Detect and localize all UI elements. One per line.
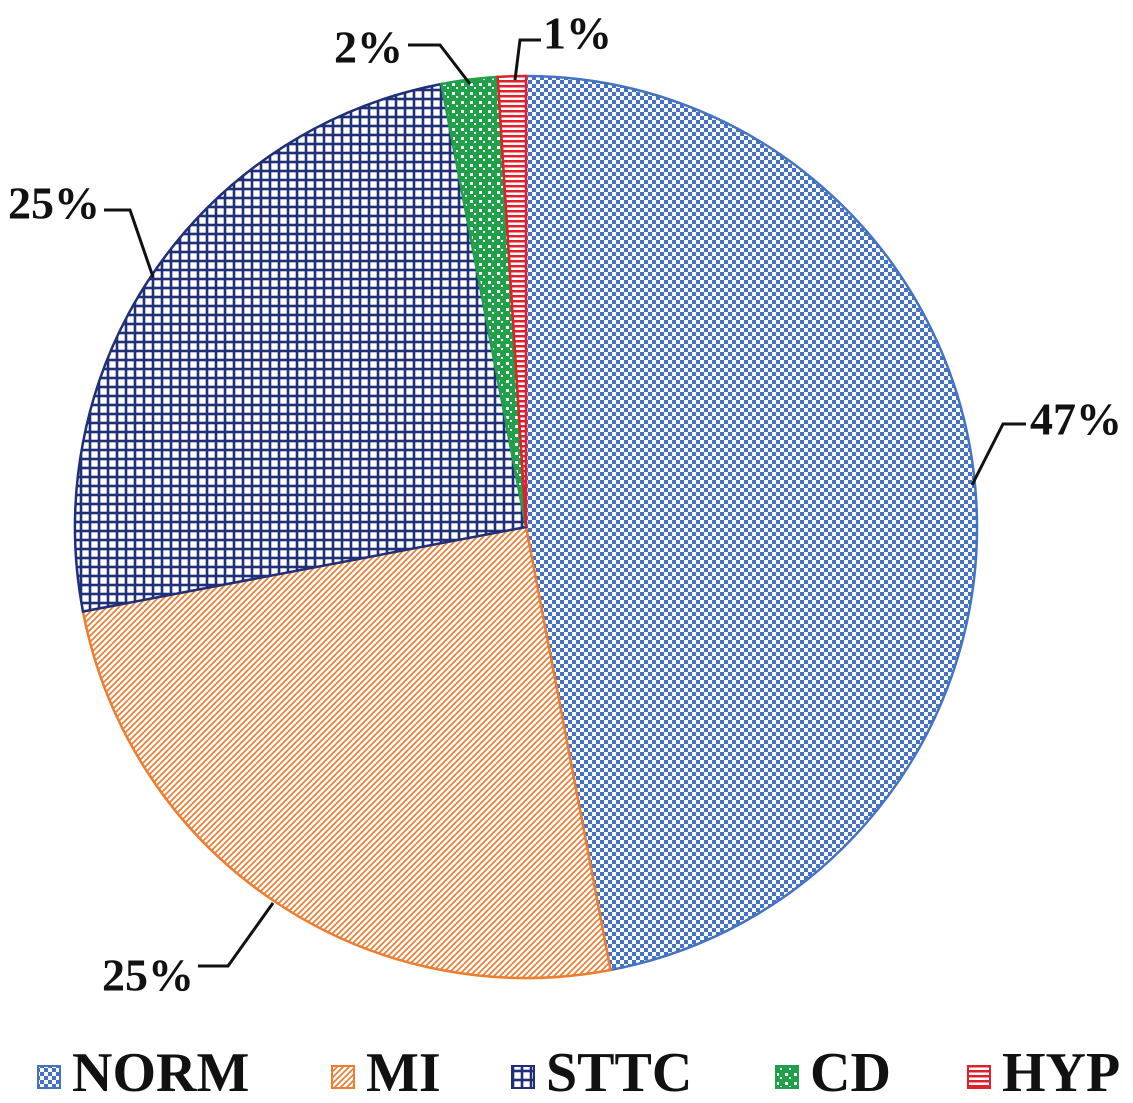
leader-lines (104, 38, 1026, 968)
leader-line-hyp (513, 38, 541, 81)
legend-item-sttc: STTC (511, 1042, 692, 1103)
legend-label-sttc: STTC (546, 1042, 692, 1103)
legend-swatch-sttc (511, 1065, 535, 1089)
legend-item-mi: MI (331, 1042, 441, 1103)
legend-swatch-norm (37, 1065, 61, 1089)
pie-slice-norm (524, 74, 979, 972)
pie-slice-mi (81, 525, 612, 980)
legend-swatch-hyp (967, 1065, 991, 1089)
leader-line-norm (970, 422, 1026, 486)
pie-slice-hyp (496, 74, 528, 528)
legend-swatch-cd (775, 1065, 799, 1089)
legend-label-mi: MI (366, 1042, 441, 1103)
data-labels: 47% 25% 25% 2% 1% (8, 8, 1122, 1001)
legend-item-norm: NORM (37, 1042, 249, 1103)
data-label-norm: 47% (1030, 394, 1122, 445)
data-label-cd: 2% (334, 22, 403, 73)
legend-swatch-mi (331, 1065, 355, 1089)
data-label-mi: 25% (102, 950, 194, 1001)
legend-item-cd: CD (775, 1042, 891, 1103)
legend-item-hyp: HYP (967, 1042, 1120, 1103)
legend-label-cd: CD (810, 1042, 891, 1103)
data-label-hyp: 1% (543, 8, 612, 59)
legend-label-hyp: HYP (1002, 1042, 1120, 1103)
legend: NORM MI STTC CD HYP (37, 1042, 1120, 1103)
data-label-sttc: 25% (8, 178, 100, 229)
leader-line-sttc (104, 208, 155, 278)
leader-line-mi (198, 902, 275, 968)
leader-line-cd (408, 43, 472, 85)
legend-label-norm: NORM (72, 1042, 249, 1103)
pie-slices (73, 74, 979, 980)
